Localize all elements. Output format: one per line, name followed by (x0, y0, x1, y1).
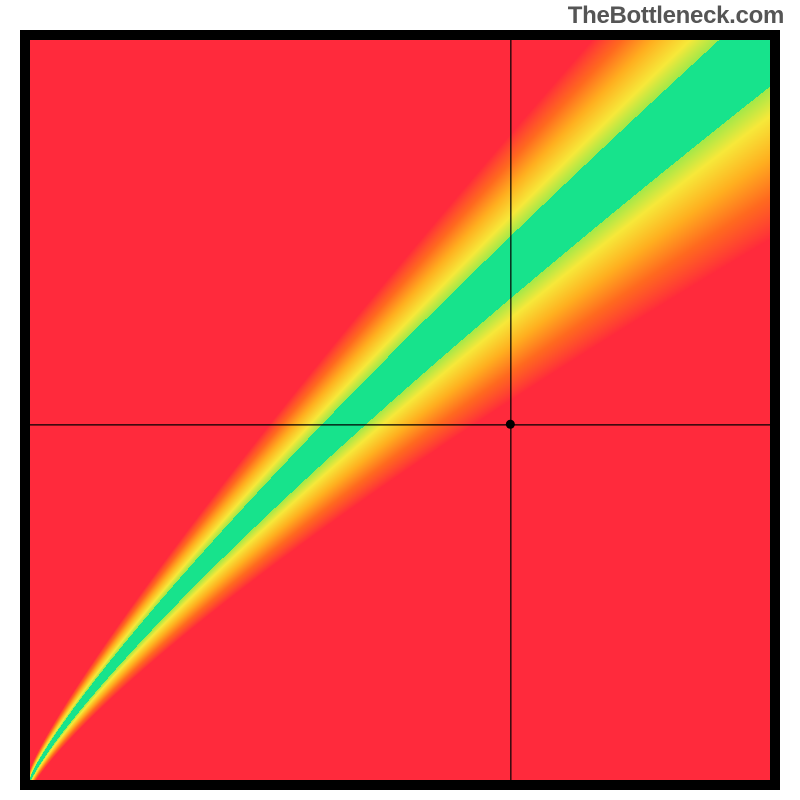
bottleneck-heatmap (30, 40, 770, 780)
watermark-label: TheBottleneck.com (568, 2, 784, 30)
